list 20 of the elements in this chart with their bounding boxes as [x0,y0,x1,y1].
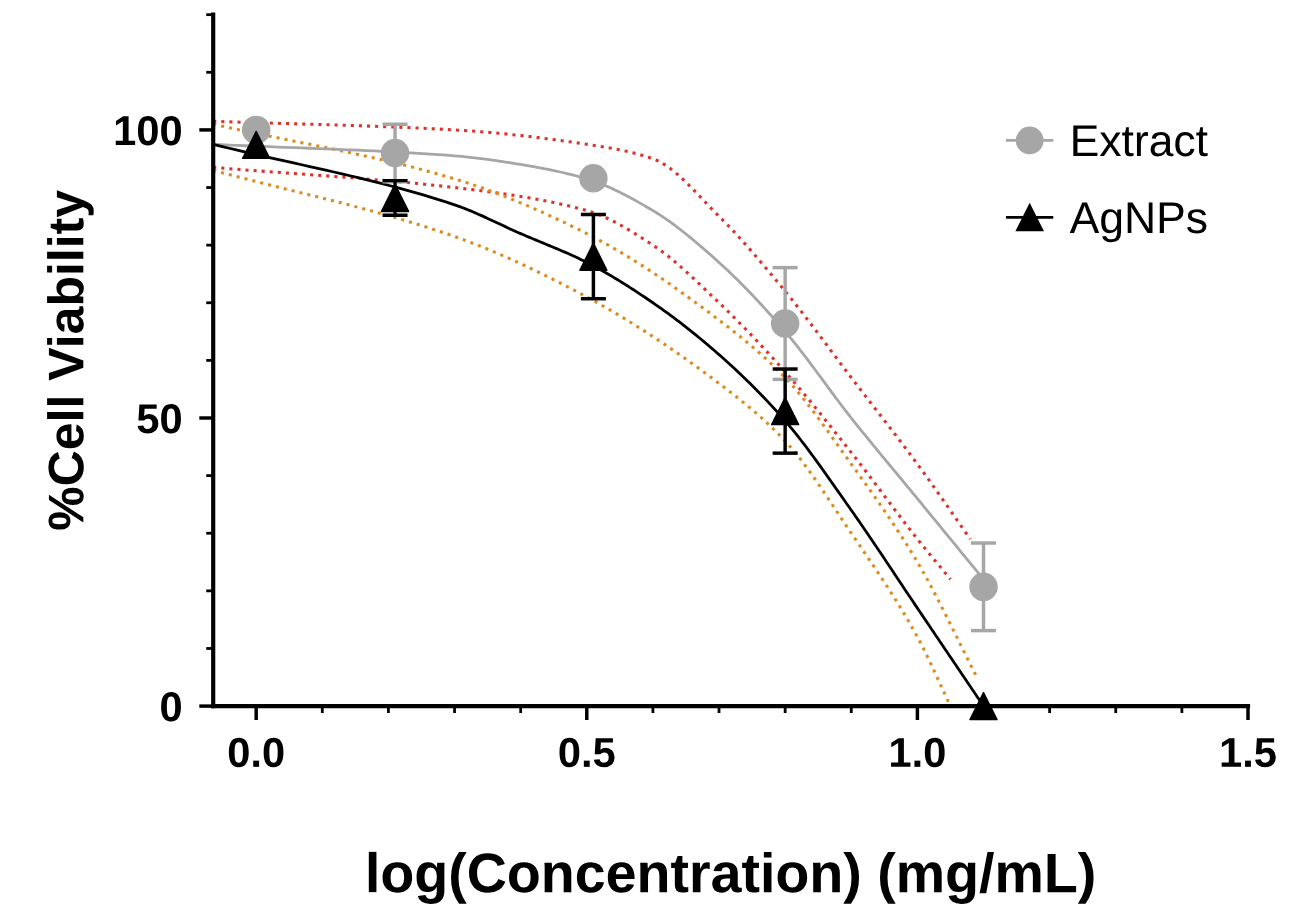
point [380,138,410,168]
y-axis-title: %Cell Viability [47,190,94,530]
x-axis-title: log(Concentration) (mg/mL) [368,851,1094,904]
point [770,309,800,338]
legend-label: AgNPs [1069,202,1207,243]
x-tick-label: 1.0 [891,737,945,768]
point [579,242,608,271]
y-tick-label: 50 [137,404,181,434]
legend-label: Extract [1073,125,1208,157]
point [770,396,800,426]
y-tick-label: 100 [115,115,181,146]
point [969,572,998,602]
y-tick-label: 0 [161,692,181,722]
x-tick-label: 1.5 [1221,738,1276,768]
point [579,164,608,193]
x-tick-label: 0.5 [559,737,615,768]
x-tick-label: 0.0 [228,737,284,768]
point [969,691,998,721]
point [241,130,271,160]
point [380,183,410,213]
